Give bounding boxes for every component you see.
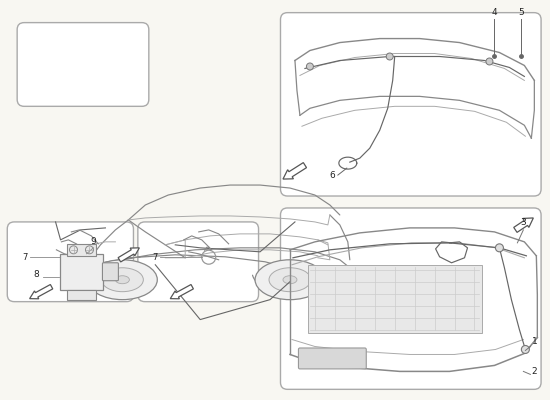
FancyBboxPatch shape bbox=[280, 13, 541, 196]
Ellipse shape bbox=[87, 260, 157, 300]
FancyArrow shape bbox=[283, 162, 306, 179]
Ellipse shape bbox=[116, 276, 129, 284]
Text: eurosports: eurosports bbox=[308, 80, 364, 90]
FancyBboxPatch shape bbox=[138, 222, 258, 302]
FancyBboxPatch shape bbox=[280, 208, 541, 389]
Text: 4: 4 bbox=[492, 8, 497, 17]
Text: eurosports: eurosports bbox=[36, 46, 92, 56]
Circle shape bbox=[306, 63, 313, 70]
Text: eurosports: eurosports bbox=[23, 248, 79, 258]
FancyBboxPatch shape bbox=[59, 254, 103, 290]
FancyBboxPatch shape bbox=[102, 263, 118, 281]
FancyArrow shape bbox=[30, 284, 53, 299]
Circle shape bbox=[386, 53, 393, 60]
FancyBboxPatch shape bbox=[299, 348, 366, 369]
FancyBboxPatch shape bbox=[17, 23, 149, 106]
Text: 6: 6 bbox=[329, 171, 335, 180]
Text: eurosports: eurosports bbox=[146, 248, 202, 258]
FancyBboxPatch shape bbox=[7, 222, 134, 302]
FancyBboxPatch shape bbox=[308, 265, 482, 332]
Text: 3: 3 bbox=[520, 218, 526, 227]
Text: eurosports: eurosports bbox=[308, 272, 364, 282]
Ellipse shape bbox=[269, 268, 311, 292]
Circle shape bbox=[486, 58, 493, 65]
FancyArrow shape bbox=[170, 284, 194, 299]
Circle shape bbox=[521, 346, 529, 354]
Text: 5: 5 bbox=[519, 8, 524, 17]
Text: 9: 9 bbox=[91, 237, 96, 246]
Ellipse shape bbox=[255, 260, 325, 300]
Text: 7: 7 bbox=[152, 253, 158, 262]
FancyArrow shape bbox=[118, 248, 139, 262]
FancyBboxPatch shape bbox=[67, 290, 96, 300]
FancyBboxPatch shape bbox=[67, 244, 96, 256]
Text: 1: 1 bbox=[531, 338, 537, 346]
Ellipse shape bbox=[283, 276, 297, 284]
Ellipse shape bbox=[101, 268, 144, 292]
Text: 7: 7 bbox=[22, 253, 28, 262]
FancyArrow shape bbox=[514, 218, 534, 232]
Text: 2: 2 bbox=[531, 367, 537, 376]
Circle shape bbox=[496, 244, 503, 252]
Text: 8: 8 bbox=[34, 270, 40, 279]
